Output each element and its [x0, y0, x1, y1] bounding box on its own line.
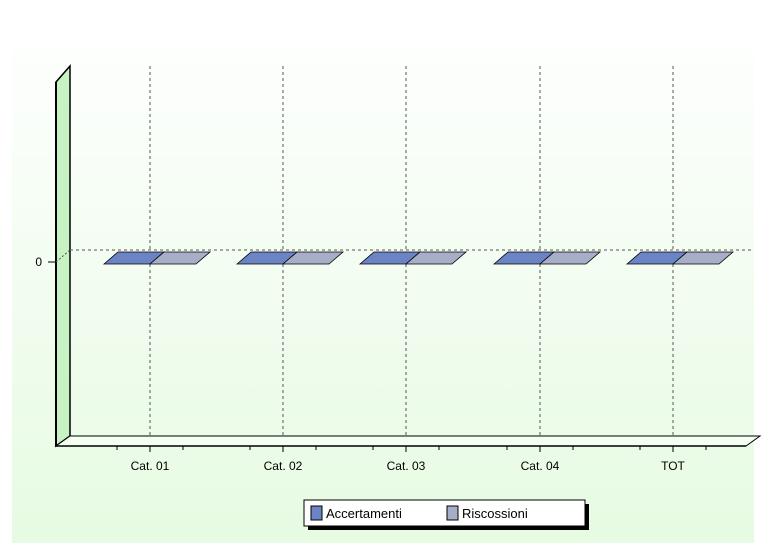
x-tick-label: TOT — [661, 459, 685, 473]
plot-background — [12, 18, 754, 543]
bar-riscossioni-1 — [281, 251, 345, 265]
floor — [54, 435, 762, 447]
x-tick-labels: Cat. 01 Cat. 02 Cat. 03 Cat. 04 TOT — [131, 459, 686, 473]
x-tick-label: Cat. 03 — [387, 459, 426, 473]
legend: Accertamenti Riscossioni — [303, 499, 589, 530]
x-tick-label: Cat. 01 — [131, 459, 170, 473]
bar-riscossioni-0 — [148, 251, 212, 265]
x-tick-label: Cat. 02 — [264, 459, 303, 473]
y-tick-label: 0 — [35, 255, 42, 269]
x-tick-label: Cat. 04 — [521, 459, 560, 473]
x-gridlines — [149, 66, 674, 436]
bars — [102, 251, 735, 265]
bar-riscossioni-3 — [538, 251, 602, 265]
legend-swatch-accertamenti — [310, 505, 323, 521]
y-gridline-0-wall — [55, 249, 71, 263]
x-tick-marks — [116, 446, 707, 452]
legend-label-riscossioni: Riscossioni — [462, 506, 528, 521]
bar-riscossioni-2 — [404, 251, 468, 265]
legend-label-accertamenti: Accertamenti — [326, 506, 402, 521]
legend-swatch-riscossioni — [446, 505, 459, 521]
bar-riscossioni-4 — [671, 251, 735, 265]
legend-box — [303, 499, 586, 527]
